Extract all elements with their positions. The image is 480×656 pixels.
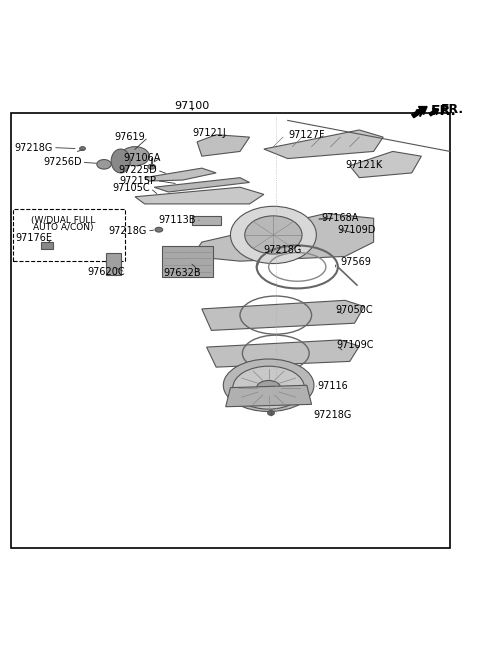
Ellipse shape bbox=[120, 147, 149, 166]
Ellipse shape bbox=[111, 149, 130, 173]
Polygon shape bbox=[144, 168, 216, 181]
Polygon shape bbox=[202, 300, 364, 331]
Text: 97105C: 97105C bbox=[112, 183, 150, 193]
Bar bbox=[107, 253, 120, 275]
Text: 97121J: 97121J bbox=[192, 129, 226, 138]
Text: 97113B: 97113B bbox=[158, 215, 196, 224]
Text: 97116: 97116 bbox=[317, 381, 348, 391]
Polygon shape bbox=[192, 213, 373, 261]
Text: FR.: FR. bbox=[441, 103, 464, 116]
Text: 97218G: 97218G bbox=[264, 245, 302, 255]
Text: 97127F: 97127F bbox=[288, 130, 325, 140]
Text: 97109C: 97109C bbox=[337, 340, 374, 350]
Text: 97121K: 97121K bbox=[346, 160, 383, 170]
Polygon shape bbox=[226, 385, 312, 407]
Polygon shape bbox=[206, 340, 360, 367]
Text: 97619: 97619 bbox=[114, 132, 144, 142]
Text: AUTO A/CON): AUTO A/CON) bbox=[33, 223, 94, 232]
Ellipse shape bbox=[233, 366, 304, 409]
Ellipse shape bbox=[155, 228, 163, 232]
Text: (W/DUAL FULL: (W/DUAL FULL bbox=[31, 216, 96, 225]
Ellipse shape bbox=[80, 147, 85, 150]
Polygon shape bbox=[264, 130, 383, 159]
Ellipse shape bbox=[230, 206, 316, 264]
Text: 97569: 97569 bbox=[340, 257, 371, 267]
Text: 97620C: 97620C bbox=[87, 267, 125, 277]
Ellipse shape bbox=[97, 159, 111, 169]
Polygon shape bbox=[154, 178, 250, 192]
Text: 97176E: 97176E bbox=[15, 234, 52, 243]
Text: 97109D: 97109D bbox=[338, 225, 376, 235]
Ellipse shape bbox=[257, 380, 281, 395]
Text: 97218G: 97218G bbox=[108, 226, 147, 236]
Text: 97168A: 97168A bbox=[322, 213, 359, 223]
Polygon shape bbox=[350, 152, 421, 178]
Text: 97225D: 97225D bbox=[119, 165, 157, 175]
Text: 97100: 97100 bbox=[175, 101, 210, 111]
Text: FR.: FR. bbox=[431, 104, 456, 118]
Bar bbox=[192, 216, 221, 226]
Text: 97256D: 97256D bbox=[43, 157, 82, 167]
Text: 97218G: 97218G bbox=[15, 142, 53, 153]
Text: 97106A: 97106A bbox=[123, 153, 161, 163]
Polygon shape bbox=[197, 134, 250, 156]
Ellipse shape bbox=[268, 411, 275, 415]
Text: 97215P: 97215P bbox=[119, 176, 156, 186]
FancyArrow shape bbox=[412, 106, 427, 117]
Ellipse shape bbox=[223, 359, 314, 411]
Text: 97632B: 97632B bbox=[163, 268, 201, 277]
Bar bbox=[41, 242, 53, 249]
Polygon shape bbox=[135, 187, 264, 204]
FancyArrow shape bbox=[429, 108, 439, 116]
Text: 97050C: 97050C bbox=[336, 305, 373, 315]
Ellipse shape bbox=[245, 216, 302, 254]
Text: 97218G: 97218G bbox=[313, 410, 352, 420]
Bar bbox=[162, 246, 213, 277]
Ellipse shape bbox=[148, 164, 156, 169]
